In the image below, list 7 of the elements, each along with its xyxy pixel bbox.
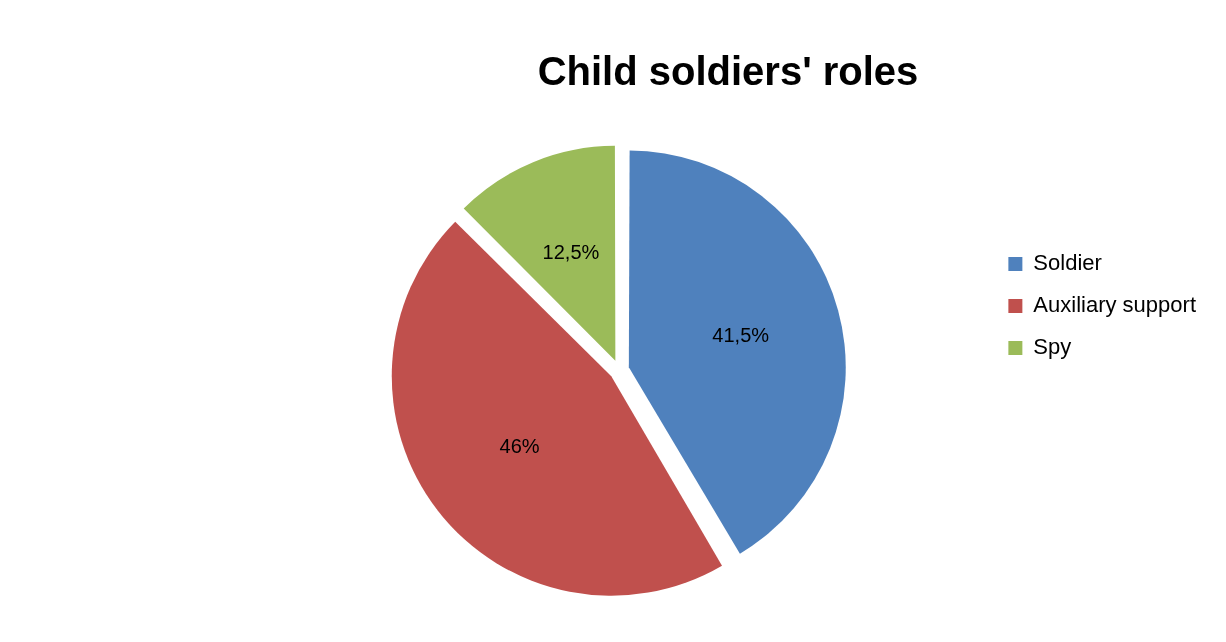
- chart-title: Child soldiers' roles: [537, 49, 919, 94]
- data-label: 41,5%: [712, 324, 770, 347]
- legend-label: Spy: [1033, 334, 1072, 360]
- data-label: 12,5%: [542, 241, 600, 264]
- legend-label: Soldier: [1033, 250, 1102, 276]
- legend-label: Auxiliary support: [1033, 292, 1197, 318]
- data-label: 46%: [499, 434, 540, 457]
